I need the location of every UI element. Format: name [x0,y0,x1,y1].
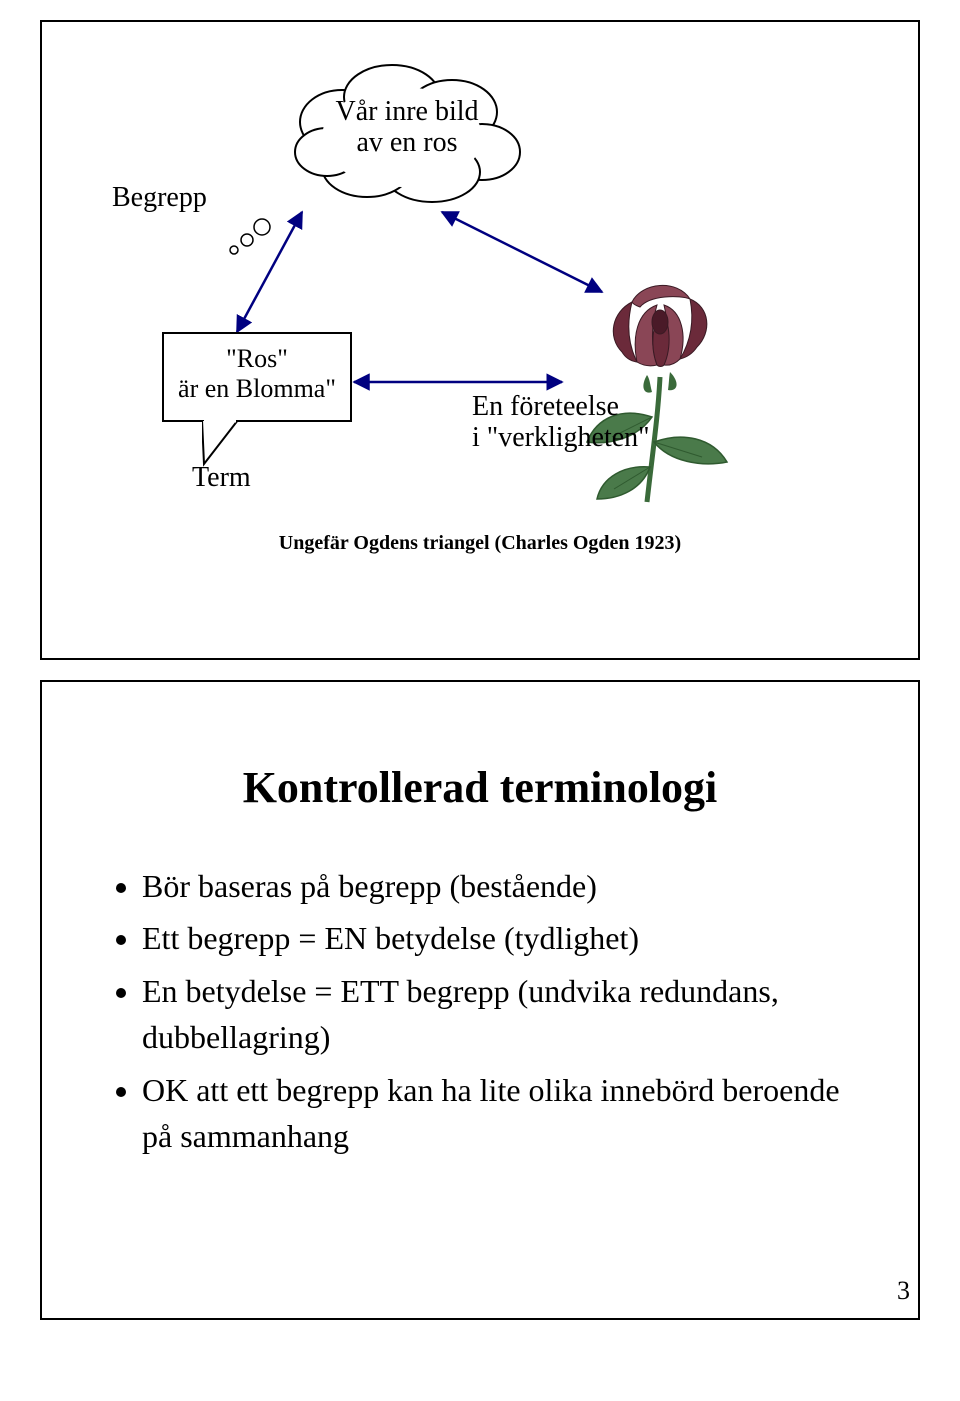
reality-line2: i "verkligheten" [472,422,650,453]
reality-line1: En företeelse [472,391,619,422]
begrepp-label: Begrepp [112,182,207,214]
cloud-text: Vår inre bild av en ros [322,97,492,159]
rose-image [552,267,772,507]
slide-2: Kontrollerad terminologi Bör baseras på … [40,680,920,1320]
slide2-bullets: Bör baseras på begrepp (bestående) Ett be… [102,863,858,1159]
slide1-caption: Ungefär Ogdens triangel (Charles Ogden 1… [42,532,918,555]
cloud-line2: av en ros [356,127,457,158]
term-label: Term [192,462,251,494]
bullet-item: OK att ett begrepp kan ha lite olika inn… [142,1067,858,1160]
thought-cloud: Vår inre bild av en ros [272,52,532,212]
speech-line2: är en Blomma" [178,374,336,403]
bullet-item: En betydelse = ETT begrepp (undvika redu… [142,968,858,1061]
reality-text: En företeelse i "verkligheten" [472,392,692,454]
cloud-line1: Vår inre bild [335,96,478,127]
speech-box: "Ros" är en Blomma" [162,332,352,422]
page-number: 3 [897,1276,910,1306]
slide-1: Vår inre bild av en ros Begrepp "Ros" är… [40,20,920,660]
ogden-triangle-diagram: Vår inre bild av en ros Begrepp "Ros" är… [42,22,918,658]
speech-line1: "Ros" [226,344,288,373]
slide2-title: Kontrollerad terminologi [102,762,858,813]
bullet-item: Bör baseras på begrepp (bestående) [142,863,858,909]
page: Vår inre bild av en ros Begrepp "Ros" är… [0,20,960,1320]
bullet-item: Ett begrepp = EN betydelse (tydlighet) [142,915,858,961]
